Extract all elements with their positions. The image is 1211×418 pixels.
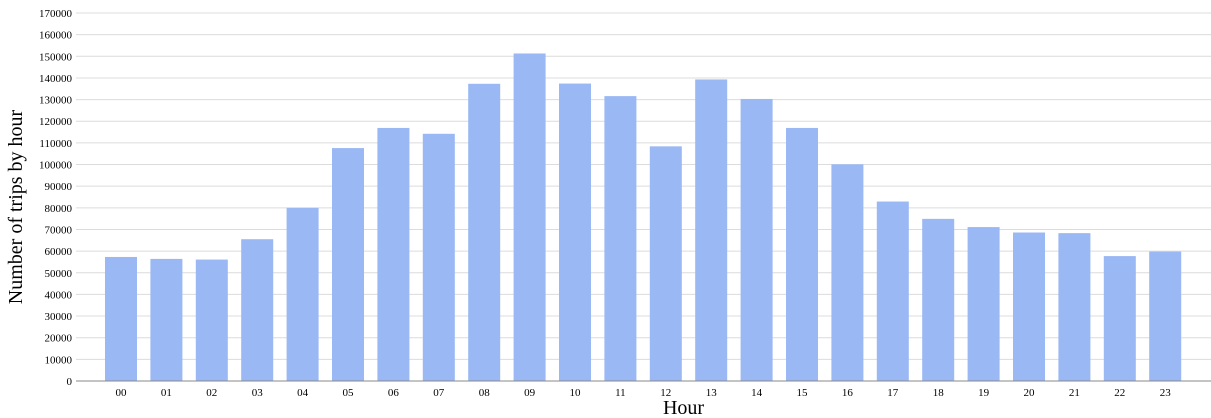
y-tick-label: 80000 [45,203,73,215]
x-tick-label: 23 [1160,387,1172,399]
y-tick-label: 130000 [39,95,73,107]
y-tick-label: 50000 [45,268,73,280]
bar-10 [559,83,591,382]
x-tick-label: 03 [252,387,264,399]
y-tick-label: 40000 [45,289,73,301]
bar-05 [332,148,364,381]
bar-02 [195,259,228,381]
bar-13 [695,79,728,381]
x-tick-label: 17 [887,387,899,399]
x-tick-label: 07 [433,387,445,399]
x-tick-labels: 00 01 02 03 04 05 06 07 08 09 10 11 12 13 14 15 16 17 18 19… [116,387,1172,399]
x-tick-label: 14 [751,387,763,399]
x-tick-label: 01 [161,387,172,399]
y-tick-label: 0 [67,376,73,388]
y-tick-label: 10000 [45,354,73,366]
bar-22 [1103,256,1136,381]
x-tick-label: 22 [1114,387,1125,399]
bar-06 [377,127,410,381]
bar-19 [967,227,1000,381]
y-tick-label: 170000 [39,8,73,20]
y-tick-label: 70000 [45,224,73,236]
bar-21 [1058,233,1091,381]
x-tick-label: 16 [842,387,854,399]
x-tick-label: 02 [206,387,217,399]
x-tick-label: 08 [479,387,491,399]
bars [105,53,1182,382]
x-tick-label: 05 [343,387,355,399]
x-tick-label: 12 [660,387,671,399]
bar-15 [786,127,818,381]
bar-11 [604,96,637,382]
x-tick-label: 09 [524,387,536,399]
bar-03 [241,239,274,381]
y-tick-label: 110000 [39,138,72,150]
bar-18 [922,218,955,381]
y-axis-title: Number of trips by hour [5,109,27,304]
y-tick-label: 150000 [39,51,73,63]
y-tick-label: 100000 [39,160,73,172]
x-tick-label: 10 [570,387,582,399]
bar-00 [105,256,137,381]
bar-09 [513,53,546,381]
bar-08 [468,83,501,381]
bar-14 [740,98,773,382]
bar-17 [876,201,909,381]
bar-16 [831,164,864,381]
bar-01 [150,258,183,381]
x-tick-label: 21 [1069,387,1080,399]
y-tick-label: 90000 [45,181,73,193]
y-tick-label: 160000 [39,30,73,42]
y-tick-label: 120000 [39,116,73,128]
bar-12 [649,146,682,381]
y-tick-label: 20000 [45,333,73,345]
x-tick-label: 18 [933,387,945,399]
x-axis-title: Hour [663,397,704,418]
x-tick-label: 06 [388,387,400,399]
x-tick-label: 13 [706,387,718,399]
x-tick-label: 11 [615,387,626,399]
x-tick-label: 15 [797,387,809,399]
bar-23 [1149,251,1182,381]
y-tick-label: 60000 [45,246,73,258]
bar-07 [422,133,455,381]
x-tick-label: 00 [116,387,128,399]
y-tick-label: 30000 [45,311,73,323]
x-tick-label: 04 [297,387,309,399]
x-tick-label: 19 [978,387,990,399]
y-tick-labels: 0 10000 20000 30000 40000 50000 60000 70000 8000… [39,8,73,388]
x-tick-label: 20 [1024,387,1036,399]
y-tick-label: 140000 [39,73,73,85]
bar-20 [1013,232,1045,381]
bar-04 [286,207,319,381]
